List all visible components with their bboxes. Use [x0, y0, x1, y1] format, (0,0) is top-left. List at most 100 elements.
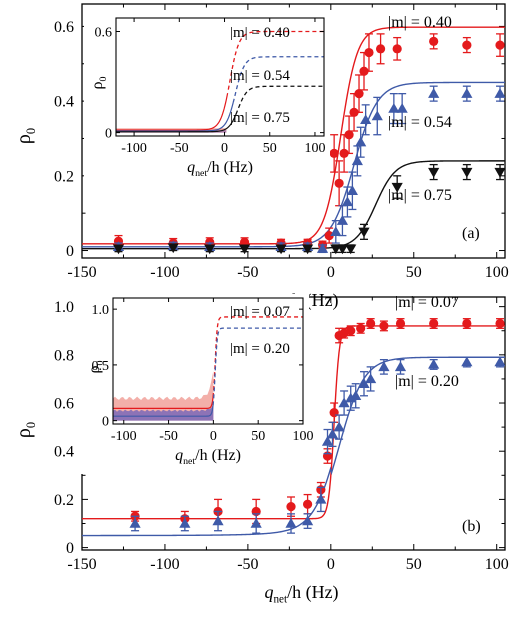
- series-label: |m| = 0.07: [395, 294, 459, 311]
- data-point: [391, 182, 403, 193]
- data-point: [338, 397, 350, 408]
- inset-curve-solid-3: [116, 114, 237, 133]
- data-point: [364, 47, 374, 58]
- x-tick-label: 100: [485, 264, 509, 281]
- data-point: [461, 88, 473, 98]
- data-point: [396, 102, 408, 113]
- inset-y-tick-label: 1.0: [92, 303, 110, 318]
- data-point: [346, 185, 358, 195]
- data-point: [354, 89, 364, 99]
- inset-x-tick-label: -50: [170, 141, 189, 156]
- x-tick-label: -100: [150, 264, 179, 281]
- inset-curve-dashed-2: [212, 327, 303, 406]
- data-point: [286, 502, 296, 512]
- data-point: [329, 408, 339, 418]
- data-point: [334, 178, 344, 188]
- data-point: [339, 148, 349, 159]
- data-point: [204, 244, 216, 255]
- inset-y-tick-label: 0.6: [95, 25, 113, 40]
- data-point: [429, 36, 439, 46]
- inset-x-axis-label: qnet/h (Hz): [187, 159, 253, 179]
- data-point: [336, 244, 349, 255]
- inset-background: [84, 14, 330, 186]
- y-axis-label: ρ0: [13, 422, 38, 438]
- data-point: [359, 66, 369, 76]
- data-point: [379, 321, 389, 331]
- x-tick-label: 100: [485, 556, 509, 573]
- inset-curve-solid-2: [116, 102, 234, 132]
- inset-b: -100 -50 0 50 100 0 0.5 1.0 |m| = 0.07 |m| = 0.20…: [81, 294, 314, 474]
- inset-y-axis-label: ρ0: [86, 360, 106, 373]
- data-point: [112, 244, 125, 255]
- data-point: [341, 196, 354, 207]
- inset-curve-dashed-2: [232, 56, 324, 103]
- data-point: [330, 226, 342, 237]
- data-point: [329, 148, 339, 159]
- data-point: [494, 167, 505, 178]
- data-point: [375, 44, 386, 54]
- data-point: [324, 230, 334, 241]
- series-2: [129, 356, 505, 534]
- inset-y-tick-label: 0.5: [92, 359, 110, 374]
- data-point: [461, 356, 473, 367]
- data-point: [321, 435, 334, 446]
- fit-curve-1: [82, 26, 505, 245]
- y-tick-label: 0: [66, 540, 74, 557]
- data-point: [285, 517, 297, 528]
- x-tick-label: -150: [67, 556, 96, 573]
- data-point: [395, 318, 406, 329]
- inset-series-label: |m| = 0.40: [230, 25, 290, 41]
- inset-series-label: |m| = 0.07: [230, 304, 290, 320]
- inset-background: [81, 294, 309, 474]
- plot-area: [82, 318, 505, 537]
- panel-label: (a): [462, 225, 480, 242]
- data-point: [344, 130, 354, 140]
- data-point: [212, 515, 224, 526]
- series-label: |m| = 0.54: [388, 114, 452, 131]
- series-3: [112, 163, 505, 255]
- plot-frame: [81, 3, 506, 259]
- data-point: [461, 167, 473, 178]
- data-point: [429, 318, 439, 329]
- x-tick-label: 0: [327, 556, 335, 573]
- x-tick-label: 0: [327, 264, 335, 281]
- data-point: [350, 390, 362, 400]
- inset-x-tick-label: 0: [221, 141, 228, 156]
- data-point: [392, 44, 402, 54]
- data-point: [366, 318, 376, 329]
- data-point: [495, 40, 505, 50]
- data-point: [495, 318, 505, 329]
- data-point: [303, 499, 313, 509]
- y-tick-label: 1.0: [54, 299, 74, 316]
- data-point: [428, 358, 440, 369]
- inset-curve-dashed-3: [235, 85, 324, 115]
- y-axis-label: ρ0: [13, 128, 38, 144]
- y-tick-label: 0.2: [54, 492, 74, 509]
- data-point: [358, 227, 370, 238]
- inset-plot-area: [113, 316, 303, 421]
- data-point: [315, 493, 327, 504]
- inset-curve-dashed-1: [212, 316, 303, 398]
- inset-y-tick-label: 0: [105, 127, 112, 142]
- panel-b: -150 -100 -50 0 50 100 0 0.2 0.4 0.6 0.8 1.0 |m| = 0…: [13, 294, 509, 606]
- data-point: [462, 318, 472, 329]
- data-point: [462, 40, 472, 50]
- x-tick-label: -50: [237, 264, 258, 281]
- panel-label: (b): [462, 518, 481, 535]
- x-axis-label: qnet/h (Hz): [264, 582, 338, 606]
- inset-y-axis-label: ρ0: [89, 76, 109, 89]
- data-point: [351, 155, 363, 166]
- data-point: [358, 378, 370, 388]
- y-tick-label: 0.8: [54, 347, 74, 364]
- data-point: [355, 136, 367, 147]
- data-point: [394, 361, 407, 372]
- inset-series-label: |m| = 0.75: [230, 110, 290, 126]
- data-point: [345, 244, 357, 255]
- data-point: [388, 102, 400, 113]
- inset-series-label: |m| = 0.54: [230, 68, 290, 84]
- series-label: |m| = 0.20: [395, 373, 459, 390]
- inset-y-tick-label: 0: [102, 415, 109, 430]
- data-point: [349, 107, 359, 117]
- inset-curve-solid-1: [116, 93, 229, 131]
- inset-x-tick-label: -100: [121, 141, 147, 156]
